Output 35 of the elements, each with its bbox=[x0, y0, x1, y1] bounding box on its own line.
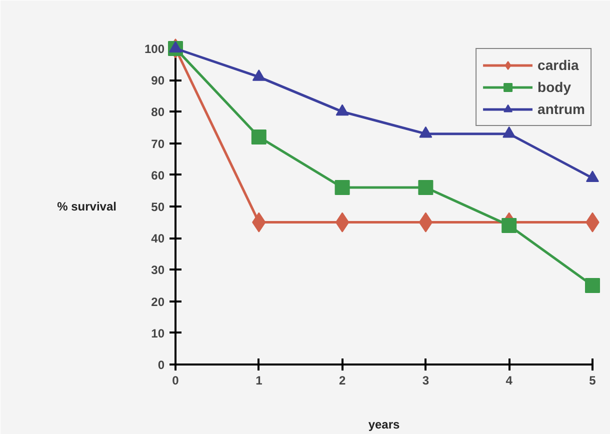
y-tick-label: 60 bbox=[151, 168, 165, 182]
point bbox=[169, 41, 182, 52]
y-tick-label: 50 bbox=[151, 200, 165, 214]
point bbox=[251, 129, 266, 144]
y-tick-label: 70 bbox=[151, 136, 165, 151]
point bbox=[502, 218, 517, 233]
x-tick-label: 2 bbox=[338, 374, 346, 388]
point bbox=[418, 212, 433, 232]
x-tick-label: 4 bbox=[506, 374, 513, 388]
point bbox=[586, 170, 599, 182]
y-axis-title: % survival bbox=[57, 200, 116, 214]
point bbox=[419, 126, 432, 138]
x-axis-title: years bbox=[368, 418, 400, 432]
point bbox=[418, 180, 434, 196]
y-tick-label: 40 bbox=[151, 232, 165, 246]
legend-label: antrum bbox=[538, 101, 585, 117]
point bbox=[585, 278, 600, 293]
y-tick-label: 30 bbox=[151, 263, 165, 278]
point bbox=[502, 126, 516, 138]
x-tick-label: 3 bbox=[422, 374, 430, 388]
x-tick-label: 1 bbox=[256, 374, 263, 388]
x-tick-label: 5 bbox=[589, 374, 596, 388]
y-tick-label: 80 bbox=[151, 105, 165, 120]
point bbox=[335, 212, 350, 232]
legend-label: body bbox=[538, 79, 571, 95]
point bbox=[252, 70, 266, 81]
point bbox=[334, 180, 350, 196]
y-tick-label: 90 bbox=[151, 74, 165, 88]
point bbox=[336, 104, 349, 116]
y-tick-label: 20 bbox=[151, 294, 165, 309]
y-tick-label: 100 bbox=[144, 42, 165, 56]
legend-label: cardia bbox=[538, 57, 579, 73]
y-tick-label: 10 bbox=[151, 326, 165, 340]
y-tick-label: 0 bbox=[158, 358, 165, 372]
x-tick-label: 0 bbox=[172, 374, 180, 388]
